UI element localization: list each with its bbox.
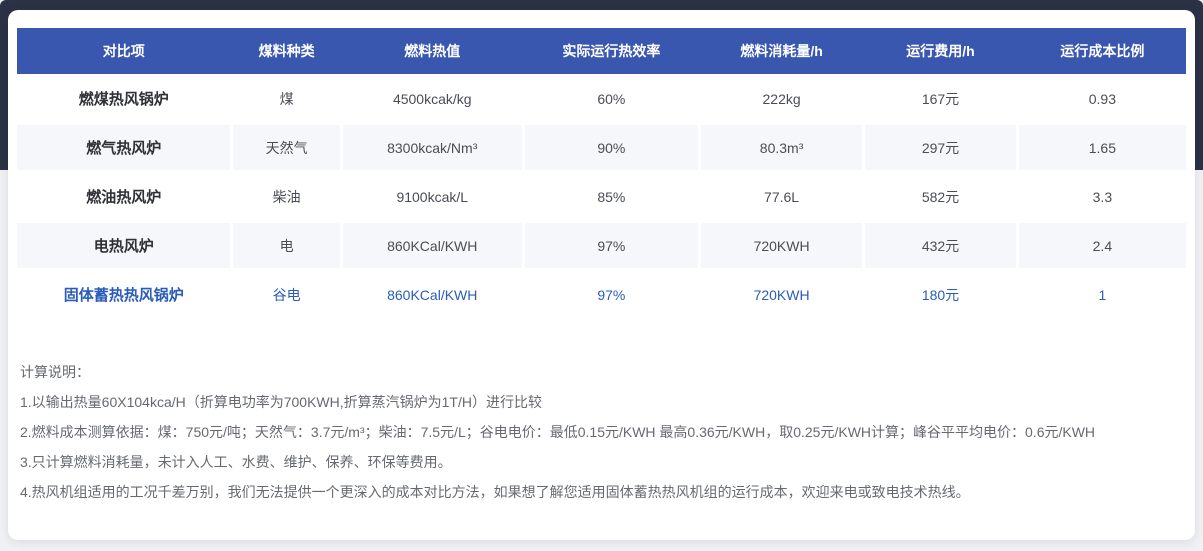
notes-title: 计算说明： — [20, 364, 90, 380]
table-cell: 97% — [524, 223, 698, 268]
table-cell: 720KWH — [753, 286, 810, 303]
table-cell: 谷电 — [272, 286, 301, 303]
table-cell: 燃气热风炉 — [17, 125, 231, 170]
column-header: 煤料种类 — [258, 43, 315, 59]
table-cell: 8300kcak/Nm³ — [342, 125, 522, 170]
column-header: 运行费用/h — [906, 43, 975, 59]
table-cell: 167元 — [921, 90, 960, 107]
table-cell: 柴油 — [272, 188, 301, 205]
content-card: 对比项 煤料种类 燃料热值 实际运行热效率 燃料消耗量/h 运行费用/h 运行成本比例 燃煤… — [8, 10, 1195, 540]
table-body: 燃煤热风锅炉 煤 4500kcak/kg 60% 222kg 167元 0.93 燃气热风炉天… — [17, 74, 1186, 319]
table-cell: 燃煤热风锅炉 — [78, 91, 169, 108]
table-cell: 1.65 — [1018, 125, 1186, 170]
table-cell: 432元 — [865, 223, 1016, 268]
column-header: 运行成本比例 — [1060, 43, 1145, 59]
column-header: 燃料热值 — [404, 43, 461, 59]
table-cell: 煤 — [279, 90, 294, 107]
table-cell: 1 — [1098, 286, 1107, 303]
table-cell: 97% — [597, 286, 626, 303]
table-cell: 天然气 — [233, 125, 340, 170]
table-header-row: 对比项 煤料种类 燃料热值 实际运行热效率 燃料消耗量/h 运行费用/h 运行成本比例 — [17, 28, 1186, 74]
column-header: 燃料消耗量/h — [740, 43, 823, 59]
note-item: 4.热风机组适用的工况千差万别，我们无法提供一个更深入的成本对比方法，如果想了解… — [20, 484, 970, 500]
table-cell: 180元 — [921, 286, 960, 303]
column-header: 对比项 — [102, 43, 145, 59]
table-cell: 860KCal/KWH — [342, 223, 522, 268]
table-row: 燃煤热风锅炉 煤 4500kcak/kg 60% 222kg 167元 0.93 — [17, 74, 1186, 123]
table-cell: 222kg — [762, 90, 801, 107]
table-cell: 9100kcak/L — [396, 188, 469, 205]
note-item: 1.以输出热量60X104kca/H（折算电功率为700KWH,折算蒸汽锅炉为1… — [20, 394, 542, 410]
column-header: 实际运行热效率 — [562, 43, 661, 59]
table-row: 燃气热风炉 天然气 8300kcak/Nm³ 90% 80.3m³ 297元 1.65 — [17, 123, 1186, 172]
comparison-table: 对比项 煤料种类 燃料热值 实际运行热效率 燃料消耗量/h 运行费用/h 运行成本比例 燃煤… — [17, 28, 1186, 319]
table-cell: 582元 — [921, 188, 960, 205]
table-cell: 77.6L — [764, 188, 800, 205]
table-cell: 720KWH — [700, 223, 863, 268]
calculation-notes: 计算说明： 1.以输出热量60X104kca/H（折算电功率为700KWH,折算… — [20, 357, 1181, 507]
table-cell: 电 — [233, 223, 340, 268]
notes-list: 1.以输出热量60X104kca/H（折算电功率为700KWH,折算蒸汽锅炉为1… — [20, 387, 1181, 507]
table-cell: 85% — [597, 188, 626, 205]
table-cell: 2.4 — [1018, 223, 1186, 268]
table-cell: 90% — [524, 125, 698, 170]
note-item: 3.只计算燃料消耗量，未计入人工、水费、维护、保养、环保等费用。 — [20, 454, 452, 470]
table-row: 固体蓄热热风锅炉 谷电 860KCal/KWH 97% 720KWH 180元 1 — [17, 270, 1186, 319]
note-item: 2.燃料成本测算依据：煤：750元/吨；天然气：3.7元/m³；柴油：7.5元/… — [20, 424, 1096, 440]
table-cell: 电热风炉 — [17, 223, 231, 268]
table-cell: 4500kcak/kg — [392, 90, 472, 107]
table-row: 燃油热风炉 柴油 9100kcak/L 85% 77.6L 582元 3.3 — [17, 172, 1186, 221]
table-cell: 297元 — [865, 125, 1016, 170]
table-cell: 燃油热风炉 — [86, 189, 162, 206]
table-cell: 3.3 — [1092, 188, 1113, 205]
table-cell: 80.3m³ — [700, 125, 863, 170]
table-cell: 60% — [597, 90, 626, 107]
table-cell: 固体蓄热热风锅炉 — [63, 287, 184, 304]
table-cell: 0.93 — [1088, 90, 1116, 107]
table-cell: 860KCal/KWH — [387, 286, 478, 303]
table-row: 电热风炉电 860KCal/KWH 97% 720KWH 432元 2.4 — [17, 221, 1186, 270]
